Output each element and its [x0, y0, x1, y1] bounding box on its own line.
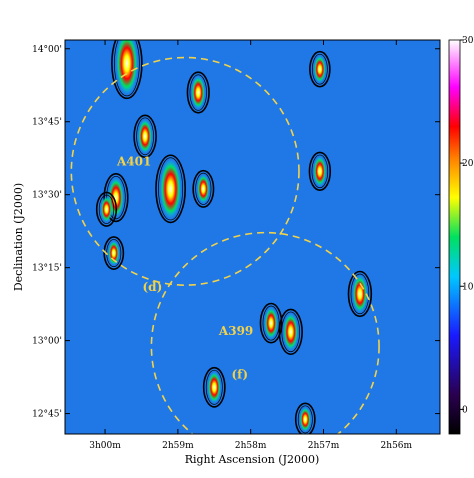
- x-tick-label-4: 2h57m: [308, 441, 340, 451]
- annotations-layer: A401 A399 (d) (f): [116, 154, 253, 381]
- source-14: [103, 236, 125, 270]
- plot-frame: [64, 39, 441, 435]
- colorbar-tick-label-2: 20: [462, 159, 474, 169]
- source-12: [347, 270, 373, 318]
- sources-layer: [95, 40, 373, 434]
- y-tick-label-2: 13°45': [32, 118, 62, 128]
- source-4: [133, 114, 157, 159]
- colorbar-tick-label-3: 10: [462, 282, 474, 292]
- colorbar-tick-label-4: 0: [462, 405, 468, 415]
- y-axis: 14°00' 13°45' 13°30' 13°15' 13°00' 12°45': [32, 45, 440, 420]
- source-8: [309, 50, 331, 88]
- source-1: [111, 40, 143, 100]
- annotation-2: A399: [218, 324, 253, 338]
- circle-a401: [70, 56, 300, 286]
- colorbar-tick-label-1: 30: [462, 36, 474, 46]
- cluster-circles: [70, 56, 380, 434]
- source-7: [308, 151, 332, 192]
- x-tick-label-2: 2h59m: [162, 441, 194, 451]
- annotation-4: (f): [231, 368, 248, 382]
- source-10: [259, 302, 283, 344]
- x-tick-label-5: 2h56m: [381, 441, 413, 451]
- source-2: [155, 154, 186, 224]
- source-11: [202, 366, 226, 408]
- y-tick-label-5: 13°00': [32, 337, 62, 347]
- x-tick-label-1: 3h00m: [89, 441, 121, 451]
- x-axis-label: Right Ascension (J2000): [185, 453, 320, 466]
- map-background: [65, 40, 440, 434]
- y-tick-label-3: 13°30': [32, 191, 62, 201]
- x-axis: 3h00m 2h59m 2h58m 2h57m 2h56m: [89, 40, 413, 451]
- annotation-1: A401: [116, 154, 151, 168]
- source-13: [95, 191, 118, 227]
- colorbar-ticks: 30 20 10 0: [460, 36, 474, 415]
- y-tick-label-4: 13°15': [32, 264, 62, 274]
- annotation-3: (d): [143, 280, 163, 294]
- circle-a399: [150, 231, 380, 434]
- x-tick-label-3: 2h58m: [235, 441, 267, 451]
- source-15: [294, 402, 316, 434]
- source-5: [186, 71, 210, 114]
- y-tick-label-1: 14°00': [32, 45, 62, 55]
- colorbar: [448, 39, 461, 435]
- y-tick-label-6: 12°45': [32, 410, 62, 420]
- source-6: [192, 169, 215, 208]
- source-9: [278, 308, 303, 356]
- y-axis-label: Declination (J2000): [12, 183, 25, 291]
